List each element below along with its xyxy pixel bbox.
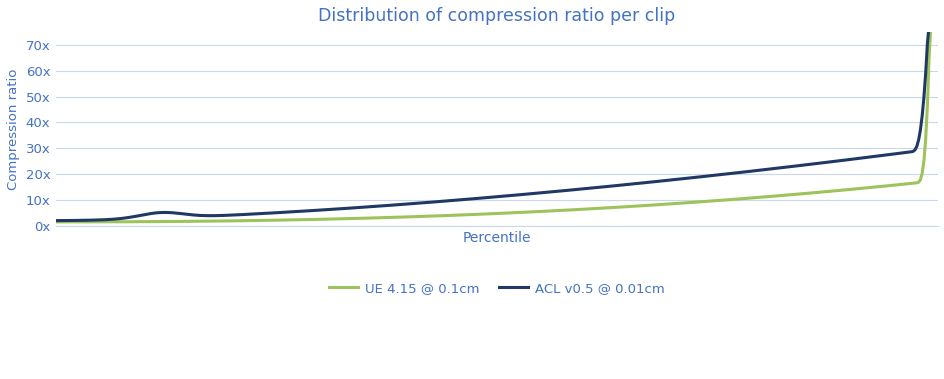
ACL v0.5 @ 0.01cm xyxy=(910,144,921,149)
UE 4.15 @ 0.1cm xyxy=(468,212,480,217)
ACL v0.5 @ 0.01cm xyxy=(474,196,485,200)
ACL v0.5 @ 0.01cm xyxy=(932,22,943,27)
ACL v0.5 @ 0.01cm xyxy=(50,218,61,223)
ACL v0.5 @ 0.01cm xyxy=(527,191,538,196)
UE 4.15 @ 0.1cm xyxy=(772,193,784,198)
ACL v0.5 @ 0.01cm xyxy=(575,187,586,191)
UE 4.15 @ 0.1cm xyxy=(527,210,538,214)
UE 4.15 @ 0.1cm xyxy=(932,22,943,27)
ACL v0.5 @ 0.01cm xyxy=(468,196,480,201)
ACL v0.5 @ 0.01cm xyxy=(922,22,934,27)
Y-axis label: Compression ratio: Compression ratio xyxy=(7,68,20,190)
Line: ACL v0.5 @ 0.01cm: ACL v0.5 @ 0.01cm xyxy=(56,24,937,221)
Line: UE 4.15 @ 0.1cm: UE 4.15 @ 0.1cm xyxy=(56,24,937,222)
ACL v0.5 @ 0.01cm xyxy=(772,166,784,170)
UE 4.15 @ 0.1cm xyxy=(575,207,586,211)
Title: Distribution of compression ratio per clip: Distribution of compression ratio per cl… xyxy=(318,7,675,25)
Legend: UE 4.15 @ 0.1cm, ACL v0.5 @ 0.01cm: UE 4.15 @ 0.1cm, ACL v0.5 @ 0.01cm xyxy=(324,277,669,301)
UE 4.15 @ 0.1cm xyxy=(910,180,921,185)
UE 4.15 @ 0.1cm xyxy=(50,219,61,224)
UE 4.15 @ 0.1cm xyxy=(924,22,936,27)
X-axis label: Percentile: Percentile xyxy=(463,231,531,245)
UE 4.15 @ 0.1cm xyxy=(474,212,485,216)
